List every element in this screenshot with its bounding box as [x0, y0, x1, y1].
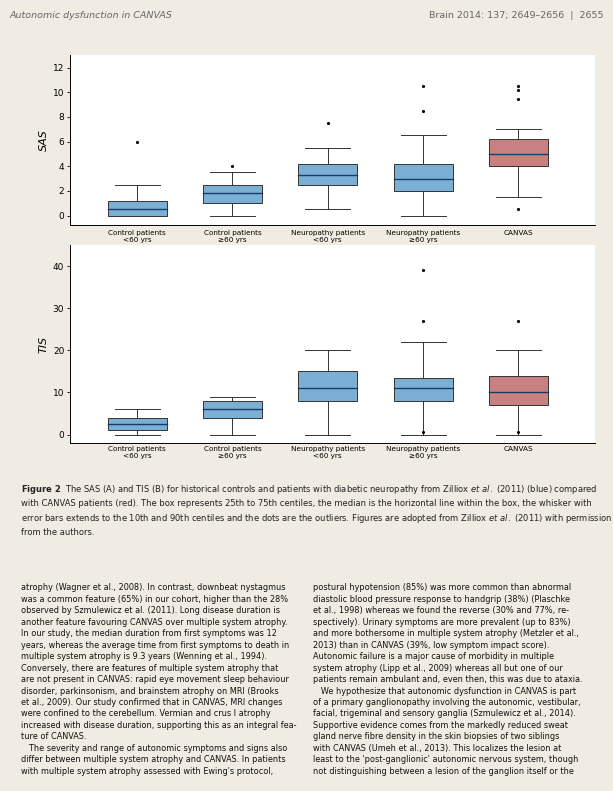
Bar: [394, 164, 452, 191]
Text: Control patients
<60 yrs: Control patients <60 yrs: [109, 229, 166, 243]
Bar: [108, 418, 167, 430]
Text: CANVAS: CANVAS: [503, 446, 533, 452]
Text: Control patients
<60 yrs: Control patients <60 yrs: [109, 446, 166, 460]
Text: atrophy (Wagner et al., 2008). In contrast, downbeat nystagmus
was a common feat: atrophy (Wagner et al., 2008). In contra…: [21, 584, 297, 776]
Bar: [108, 201, 167, 216]
Bar: [489, 376, 548, 405]
Text: postural hypotension (85%) was more common than abnormal
diastolic blood pressur: postural hypotension (85%) was more comm…: [313, 584, 582, 776]
Y-axis label: SAS: SAS: [39, 130, 48, 151]
Text: $\bf{Figure\ 2}$  The SAS (A) and TIS (B) for historical controls and patients w: $\bf{Figure\ 2}$ The SAS (A) and TIS (B)…: [21, 483, 612, 537]
Text: Control patients
≥60 yrs: Control patients ≥60 yrs: [204, 446, 261, 460]
Bar: [394, 378, 452, 401]
Bar: [299, 164, 357, 185]
Bar: [489, 139, 548, 166]
Text: Control patients
≥60 yrs: Control patients ≥60 yrs: [204, 229, 261, 243]
Text: Neuropathy patients
≥60 yrs: Neuropathy patients ≥60 yrs: [386, 446, 460, 460]
Text: CANVAS: CANVAS: [503, 229, 533, 236]
Y-axis label: TIS: TIS: [39, 335, 48, 353]
Text: Autonomic dysfunction in CANVAS: Autonomic dysfunction in CANVAS: [9, 10, 172, 20]
Bar: [203, 401, 262, 418]
Bar: [203, 185, 262, 203]
Text: Brain 2014: 137; 2649–2656  |  2655: Brain 2014: 137; 2649–2656 | 2655: [429, 10, 604, 20]
Bar: [299, 372, 357, 401]
Text: Neuropathy patients
<60 yrs: Neuropathy patients <60 yrs: [291, 229, 365, 243]
Text: Neuropathy patients
<60 yrs: Neuropathy patients <60 yrs: [291, 446, 365, 460]
Text: Neuropathy patients
≥60 yrs: Neuropathy patients ≥60 yrs: [386, 229, 460, 243]
